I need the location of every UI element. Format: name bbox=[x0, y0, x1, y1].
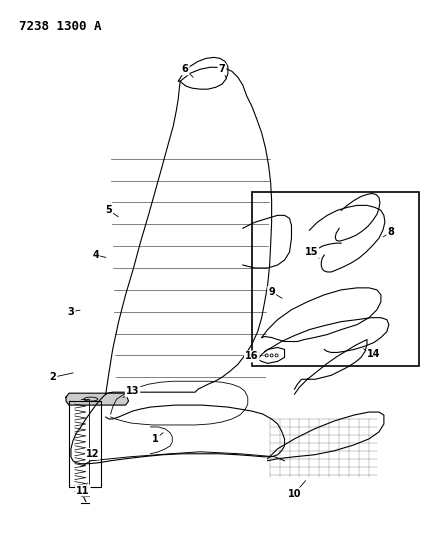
Text: 6: 6 bbox=[182, 64, 189, 74]
Text: 4: 4 bbox=[92, 250, 99, 260]
Text: 3: 3 bbox=[68, 306, 74, 317]
Polygon shape bbox=[66, 393, 128, 405]
Text: 13: 13 bbox=[126, 386, 139, 396]
Text: 10: 10 bbox=[288, 489, 301, 498]
Bar bbox=[252, 192, 419, 366]
Text: 14: 14 bbox=[367, 350, 380, 359]
Text: 9: 9 bbox=[268, 287, 275, 297]
Text: 15: 15 bbox=[305, 247, 318, 257]
Text: 16: 16 bbox=[245, 351, 259, 361]
Text: 7238 1300 A: 7238 1300 A bbox=[19, 20, 102, 33]
Text: 8: 8 bbox=[387, 227, 394, 237]
Text: 7: 7 bbox=[219, 64, 225, 74]
Text: 5: 5 bbox=[105, 205, 112, 215]
Text: 2: 2 bbox=[50, 372, 56, 382]
Text: 11: 11 bbox=[76, 486, 89, 496]
Text: 12: 12 bbox=[86, 449, 100, 459]
Text: 1: 1 bbox=[152, 434, 159, 444]
